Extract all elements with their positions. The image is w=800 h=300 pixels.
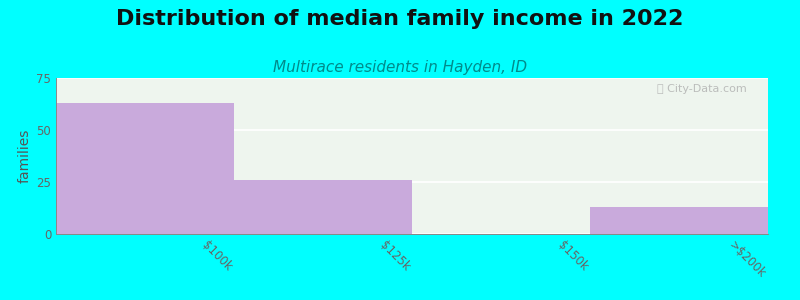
Text: Multirace residents in Hayden, ID: Multirace residents in Hayden, ID: [273, 60, 527, 75]
Text: Distribution of median family income in 2022: Distribution of median family income in …: [116, 9, 684, 29]
Bar: [56, 103, 234, 234]
Bar: [590, 207, 768, 234]
Text: ⓘ City-Data.com: ⓘ City-Data.com: [657, 84, 746, 94]
Y-axis label: families: families: [18, 129, 32, 183]
Bar: [234, 180, 412, 234]
